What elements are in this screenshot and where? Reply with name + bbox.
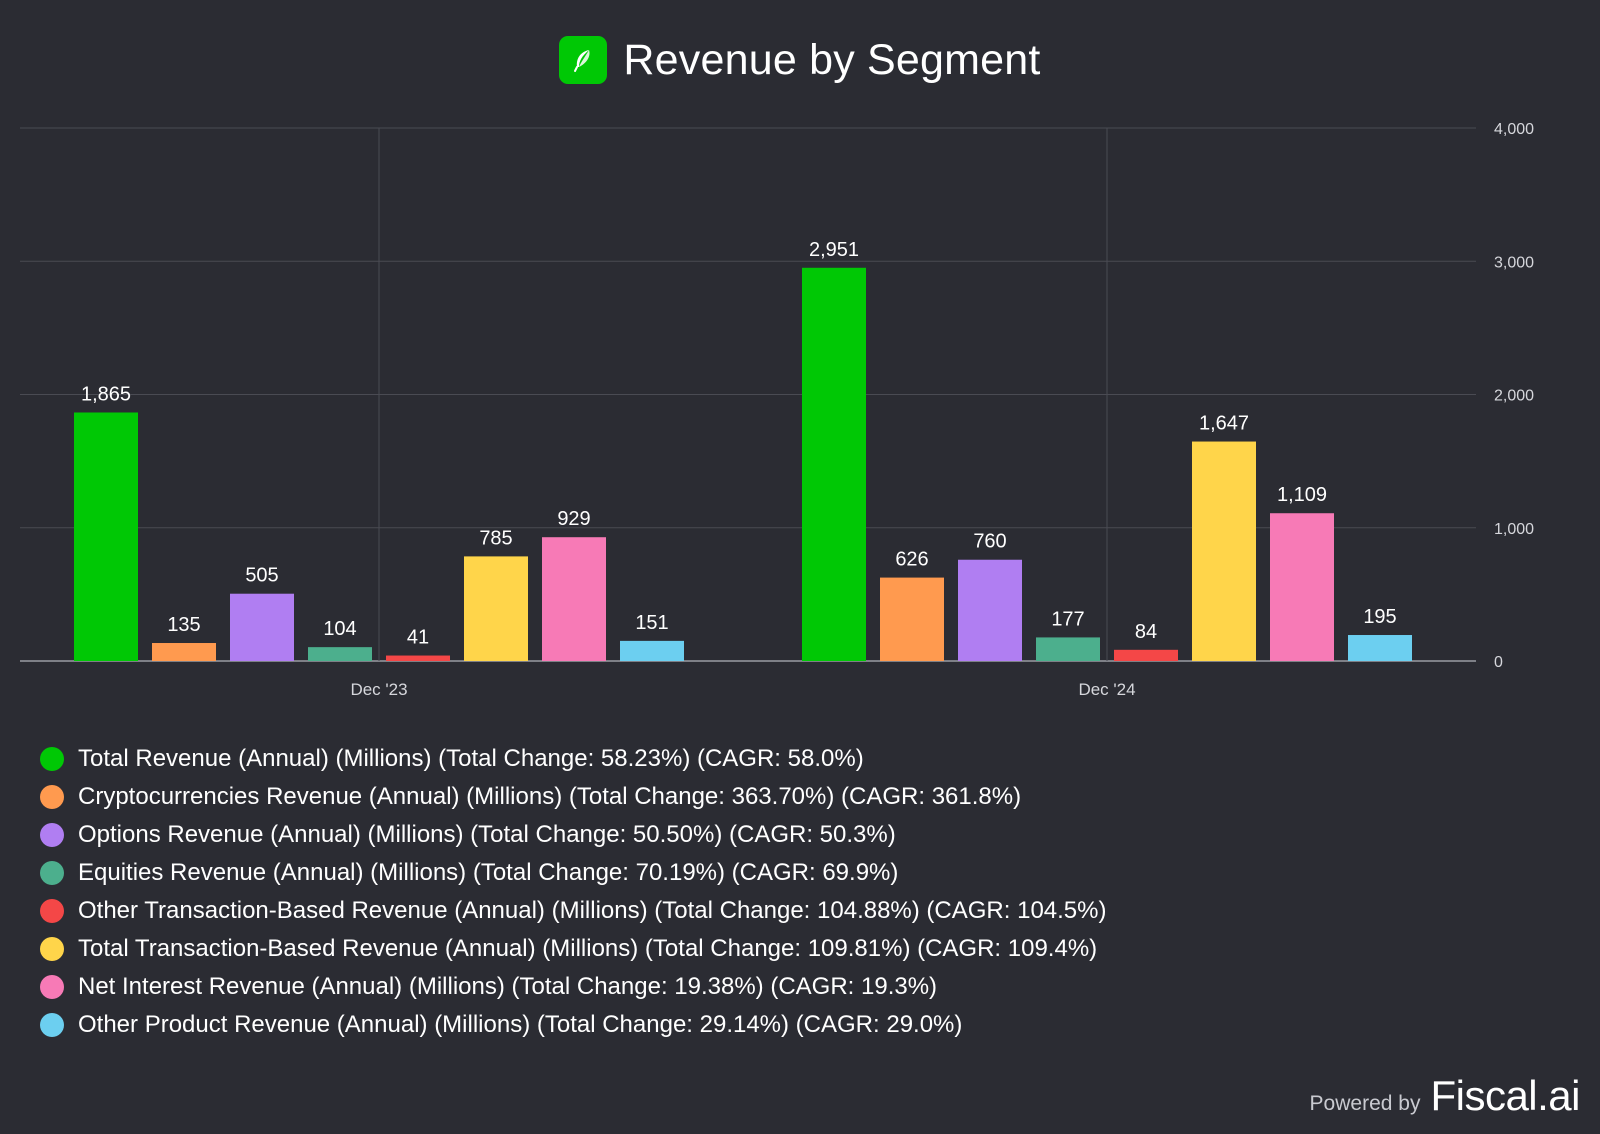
y-tick-label: 1,000 xyxy=(1494,521,1534,538)
legend-color-dot xyxy=(40,975,64,999)
legend-item[interactable]: Net Interest Revenue (Annual) (Millions)… xyxy=(40,968,1240,1006)
bar xyxy=(386,655,450,661)
bar xyxy=(1348,635,1412,661)
legend-item[interactable]: Total Transaction-Based Revenue (Annual)… xyxy=(40,930,1240,968)
legend-label: Other Transaction-Based Revenue (Annual)… xyxy=(78,897,1107,924)
bar xyxy=(230,593,294,661)
y-tick-label: 0 xyxy=(1494,654,1503,671)
legend-label: Cryptocurrencies Revenue (Annual) (Milli… xyxy=(78,783,1022,810)
bar-data-label: 785 xyxy=(479,527,512,549)
bar xyxy=(1192,441,1256,661)
legend-item[interactable]: Other Product Revenue (Annual) (Millions… xyxy=(40,1006,1240,1044)
bar xyxy=(1114,649,1178,661)
bar xyxy=(620,640,684,661)
legend-color-dot xyxy=(40,861,64,885)
y-tick-label: 2,000 xyxy=(1494,388,1534,405)
y-tick-label: 3,000 xyxy=(1494,254,1534,271)
legend-color-dot xyxy=(40,823,64,847)
legend-item[interactable]: Other Transaction-Based Revenue (Annual)… xyxy=(40,892,1240,930)
bar xyxy=(464,556,528,661)
chart-title: Revenue by Segment xyxy=(623,35,1041,84)
legend-color-dot xyxy=(40,785,64,809)
legend-label: Total Transaction-Based Revenue (Annual)… xyxy=(78,935,1098,962)
legend-label: Net Interest Revenue (Annual) (Millions)… xyxy=(78,973,938,1000)
bar-chart: 0 1,000 2,000 3,000 4,000 Dec '23 1,865 135 505 1… xyxy=(20,121,1534,699)
legend-color-dot xyxy=(40,1013,64,1037)
bar xyxy=(802,267,866,661)
legend-color-dot xyxy=(40,899,64,923)
bar xyxy=(308,647,372,661)
legend-color-dot xyxy=(40,937,64,961)
legend-item[interactable]: Cryptocurrencies Revenue (Annual) (Milli… xyxy=(40,778,1240,816)
bar xyxy=(152,643,216,661)
bar-data-label: 84 xyxy=(1135,621,1157,643)
y-tick-label: 4,000 xyxy=(1494,121,1534,138)
legend-label: Other Product Revenue (Annual) (Millions… xyxy=(78,1011,963,1038)
bar-data-label: 760 xyxy=(973,531,1006,553)
bar-data-label: 929 xyxy=(557,508,590,530)
bar-data-label: 195 xyxy=(1363,606,1396,628)
bar-data-label: 104 xyxy=(323,618,356,640)
legend-item[interactable]: Options Revenue (Annual) (Millions) (Tot… xyxy=(40,816,1240,854)
chart-legend: Total Revenue (Annual) (Millions) (Total… xyxy=(40,740,1240,1044)
x-tick-label: Dec '24 xyxy=(1078,680,1135,699)
bar xyxy=(1036,637,1100,661)
bar xyxy=(958,559,1022,661)
legend-item[interactable]: Total Revenue (Annual) (Millions) (Total… xyxy=(40,740,1240,778)
bar-data-label: 505 xyxy=(245,565,278,587)
bar-data-label: 135 xyxy=(167,614,200,636)
brand-logo-text: Fiscal.ai xyxy=(1430,1072,1580,1119)
legend-label: Equities Revenue (Annual) (Millions) (To… xyxy=(78,859,899,886)
bar xyxy=(1270,513,1334,661)
x-tick-label: Dec '23 xyxy=(350,680,407,699)
legend-item[interactable]: Equities Revenue (Annual) (Millions) (To… xyxy=(40,854,1240,892)
bar xyxy=(74,412,138,661)
bar xyxy=(880,577,944,661)
legend-label: Options Revenue (Annual) (Millions) (Tot… xyxy=(78,821,896,848)
bar-data-label: 2,951 xyxy=(809,239,859,261)
bar-data-label: 626 xyxy=(895,549,928,571)
powered-by-footer: Powered by Fiscal.ai xyxy=(1309,1072,1581,1120)
legend-label: Total Revenue (Annual) (Millions) (Total… xyxy=(78,745,864,772)
powered-by-text: Powered by xyxy=(1309,1092,1421,1115)
bar-data-label: 177 xyxy=(1051,608,1084,630)
bar-data-label: 1,109 xyxy=(1277,484,1327,506)
bar xyxy=(542,537,606,661)
chart-header: Revenue by Segment xyxy=(0,30,1600,90)
bar-data-label: 151 xyxy=(635,612,668,634)
feather-icon xyxy=(574,50,590,72)
bar-data-label: 1,647 xyxy=(1199,413,1249,435)
bar-data-label: 1,865 xyxy=(81,383,131,405)
bar-data-label: 41 xyxy=(407,627,429,649)
logo-badge xyxy=(559,36,608,84)
legend-color-dot xyxy=(40,747,64,771)
